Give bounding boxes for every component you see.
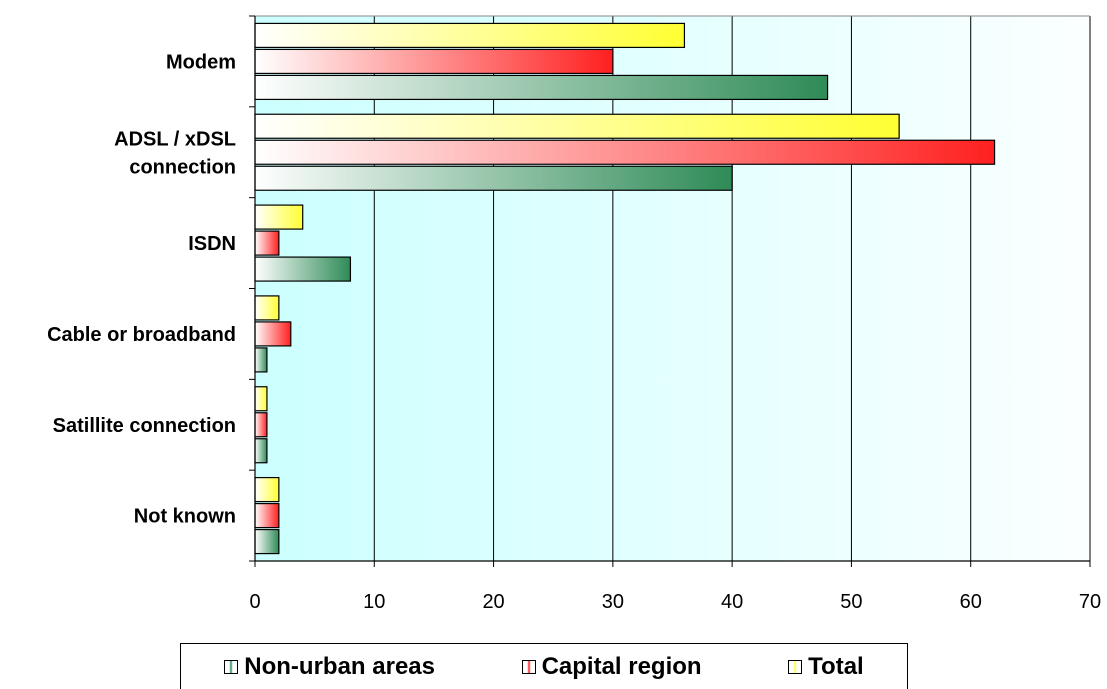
legend-label: Total: [808, 652, 864, 680]
legend: Non-urban areas Capital region Total: [180, 643, 908, 689]
bar: [254, 74, 829, 101]
legend-swatch: [224, 659, 239, 674]
category-label: Cable or broadband: [47, 324, 236, 346]
plot-background-fade: [255, 16, 1090, 561]
bar: [254, 412, 268, 438]
x-tick-label: 60: [960, 591, 982, 613]
bar: [254, 113, 900, 139]
x-tick-label: 0: [249, 591, 260, 613]
category-label: Not known: [134, 506, 236, 528]
category-label: connection: [129, 156, 236, 178]
x-tick-label: 40: [721, 591, 743, 613]
bar: [254, 165, 733, 191]
tick-labels: 0 10 20 30 40 50 60 70: [249, 591, 1101, 613]
bar: [254, 22, 686, 49]
axis: [249, 15, 1091, 567]
legend-item: Capital region: [521, 652, 702, 681]
x-tick-label: 50: [840, 591, 862, 613]
bar: [254, 347, 268, 373]
bar: [254, 256, 352, 282]
category-label: ISDN: [188, 233, 236, 255]
bar: [254, 386, 268, 412]
x-tick-label: 70: [1079, 591, 1101, 613]
bar-chart: Modem ADSL / xDSL connection ISDN Cable or b…: [47, 15, 1101, 613]
x-tick-label: 20: [482, 591, 504, 613]
x-tick-label: 10: [363, 591, 385, 613]
bar: [254, 476, 280, 503]
bar: [254, 502, 280, 529]
bar: [254, 204, 304, 230]
x-tick-label: 30: [602, 591, 624, 613]
bar: [254, 230, 280, 256]
legend-swatch: [788, 659, 803, 674]
category-labels: Modem ADSL / xDSL connection ISDN Cable or b…: [47, 51, 236, 527]
legend-label: Non-urban areas: [244, 652, 435, 680]
category-label: Modem: [166, 51, 236, 73]
legend-swatch: [521, 659, 536, 674]
bar: [254, 321, 292, 347]
bar: [254, 139, 996, 165]
bar: [254, 48, 614, 75]
bar: [254, 438, 268, 464]
legend-item: Total: [788, 653, 864, 681]
bar: [254, 528, 280, 555]
bar: [254, 295, 280, 321]
category-label: Satillite connection: [53, 415, 236, 437]
legend-label: Capital region: [541, 652, 702, 680]
category-label: ADSL / xDSL: [114, 128, 236, 150]
gridlines: [255, 15, 1091, 561]
legend-item: Non-urban areas: [224, 653, 435, 681]
